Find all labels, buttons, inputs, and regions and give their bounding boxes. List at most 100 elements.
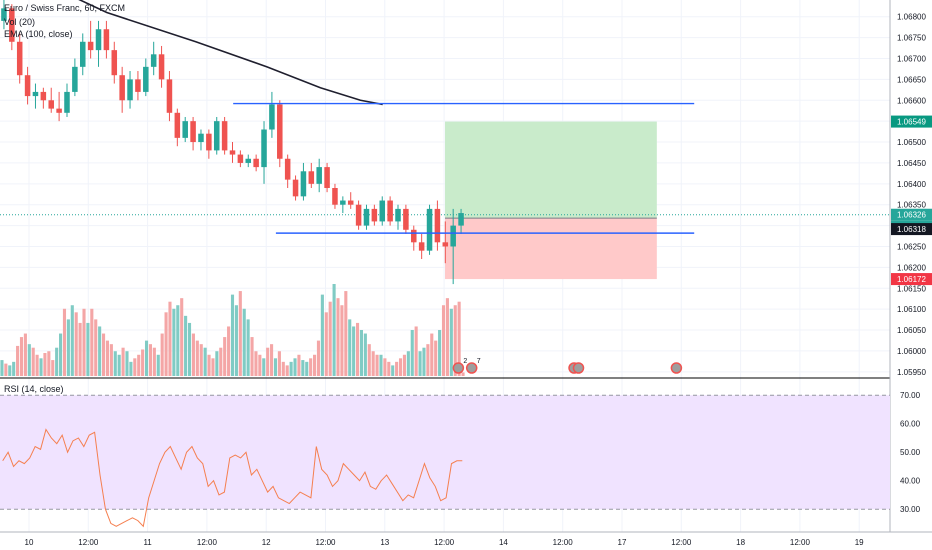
volume-bar [293, 358, 297, 376]
price-tick-label: 1.06750 [897, 34, 926, 43]
volume-bar [328, 301, 332, 376]
rsi-tick-label: 30.00 [900, 505, 921, 514]
candle-body [143, 66, 149, 92]
volume-bar [313, 354, 317, 376]
volume-bar [31, 347, 35, 376]
volume-bar [418, 351, 422, 376]
candle-body [64, 91, 70, 113]
volume-legend[interactable]: Vol (20) [4, 17, 36, 27]
candle-body [277, 104, 283, 159]
volume-bar [332, 284, 336, 376]
candle-body [237, 154, 244, 163]
volume-bar [301, 360, 305, 376]
volume-bar [383, 358, 387, 376]
entry-price-tag: 1.06318 [897, 225, 926, 234]
volume-bar [230, 294, 235, 376]
volume-bar [101, 333, 106, 376]
volume-bar [426, 344, 430, 376]
rsi-legend[interactable]: RSI (14, close) [4, 384, 64, 394]
time-tick-label: 12:00 [197, 538, 218, 547]
volume-bar [12, 361, 16, 376]
volume-bar [398, 358, 403, 376]
volume-bar [348, 319, 352, 376]
volume-bar [262, 358, 266, 376]
volume-bar [305, 361, 309, 376]
volume-bar [273, 358, 278, 376]
volume-bar [55, 347, 59, 376]
volume-bar [371, 351, 375, 376]
volume-bar [78, 322, 82, 376]
candle-body [292, 179, 299, 197]
price-tick-label: 1.06450 [897, 159, 926, 168]
candle-body [403, 208, 409, 230]
price-tick-label: 1.06200 [897, 263, 926, 272]
candle-body [284, 158, 291, 180]
time-tick-label: 12:00 [78, 538, 99, 547]
volume-bar [297, 354, 301, 376]
volume-bar [27, 344, 31, 376]
price-tick-label: 1.06700 [897, 54, 926, 63]
volume-bar [39, 358, 43, 376]
volume-bar [266, 347, 270, 376]
candle-body [458, 213, 464, 226]
volume-bar [258, 354, 262, 376]
volume-bar [129, 361, 133, 376]
volume-bar [359, 330, 364, 376]
volume-bar [344, 291, 348, 376]
time-tick-label: 12:00 [553, 538, 574, 547]
candle-body [150, 54, 157, 67]
volume-bar [199, 344, 203, 376]
volume-bar [90, 308, 94, 376]
event-marker [572, 362, 585, 374]
candle-body [72, 66, 78, 92]
volume-bar [148, 344, 152, 376]
volume-bar [66, 319, 70, 376]
time-tick-label: 14 [499, 538, 508, 547]
symbol-legend[interactable]: Euro / Swiss Franc, 60, FXCM [4, 3, 126, 13]
volume-bar [62, 308, 67, 376]
price-tick-label: 1.06400 [897, 180, 926, 189]
candle-body [347, 200, 354, 205]
ema-legend[interactable]: EMA (100, close) [4, 29, 73, 39]
rsi-band [0, 395, 890, 510]
candle-body [48, 100, 54, 109]
volume-bar [254, 351, 258, 376]
event-marker-count: 2 [463, 358, 467, 365]
candle-body [158, 54, 165, 80]
candle-body [253, 158, 259, 168]
time-tick-label: 12 [262, 538, 271, 547]
candle-body [442, 242, 449, 247]
volume-bar [352, 326, 356, 376]
volume-bar [195, 340, 199, 376]
volume-bar [316, 340, 321, 376]
volume-bar [4, 363, 8, 376]
volume-bar [16, 345, 20, 376]
candle-body [32, 91, 39, 97]
volume-bar [164, 312, 168, 376]
event-marker [465, 362, 478, 374]
volume-bar [445, 298, 449, 376]
candle-body [434, 208, 441, 243]
candle-body [426, 208, 433, 251]
volume-bar [113, 351, 117, 376]
volume-bar [187, 322, 192, 376]
candle-body [174, 112, 181, 138]
volume-bar [438, 330, 442, 376]
volume-bar [277, 351, 281, 376]
volume-bar [234, 305, 238, 376]
volume-bar [86, 322, 90, 376]
candle-body [182, 121, 188, 138]
candle-body [371, 208, 378, 222]
event-marker [452, 362, 465, 374]
volume-bar [203, 347, 207, 376]
volume-bar [215, 351, 219, 376]
volume-bar [422, 347, 426, 376]
price-tick-label: 1.06150 [897, 284, 926, 293]
volume-bar [137, 354, 141, 376]
candle-body [103, 29, 110, 51]
volume-bar [19, 337, 24, 376]
candle-body [79, 41, 86, 67]
volume-bar [363, 333, 367, 376]
ema-line [78, 0, 383, 106]
